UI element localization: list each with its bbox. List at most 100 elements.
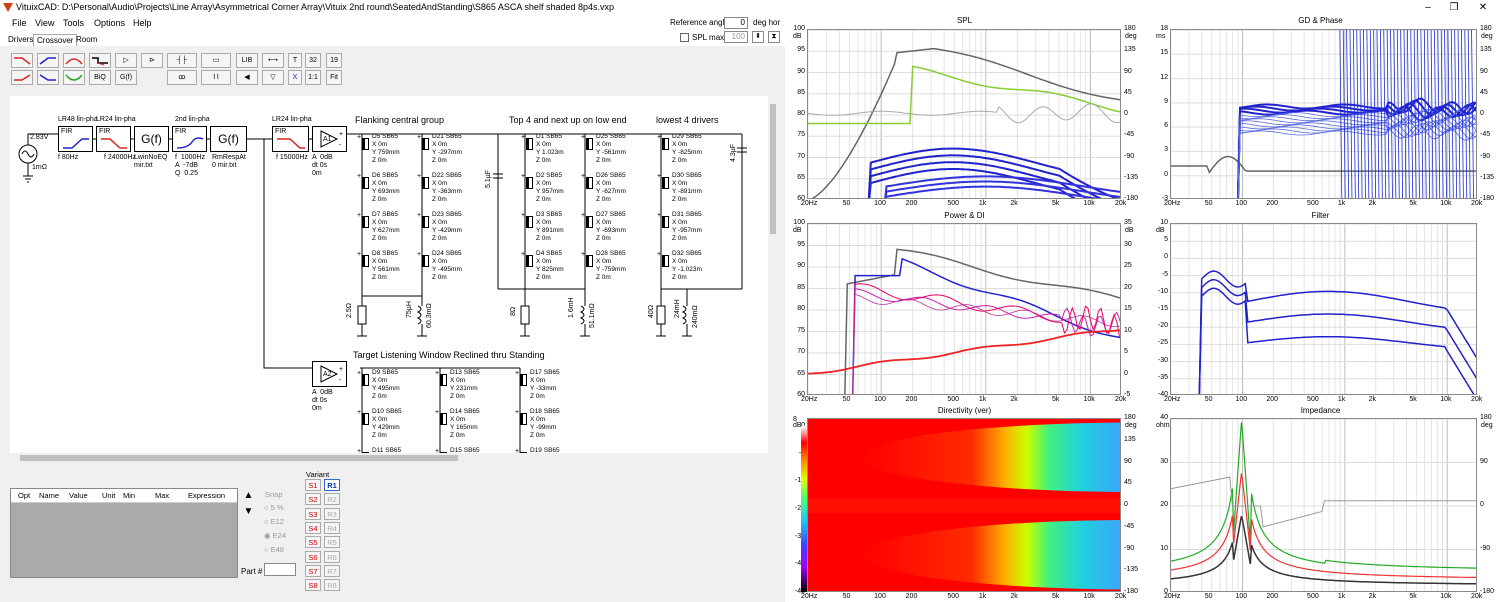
graph-plot-area[interactable] <box>1170 29 1477 199</box>
driver-speaker-icon[interactable] <box>520 413 527 425</box>
gf-block-2[interactable]: G(f) <box>210 126 247 152</box>
bandpass-green-icon[interactable] <box>63 70 85 85</box>
graph-directivity[interactable]: Directivity (ver)dBdeg0-8-16-24-32-40-48… <box>787 405 1142 602</box>
graph-plot-area[interactable] <box>807 223 1121 395</box>
part-r3[interactable]: 40Ω <box>648 304 655 318</box>
driver-label[interactable]: D21 SB65 X 0m Y -297mm Z 0m <box>432 133 462 164</box>
menu-file[interactable]: File <box>12 18 27 28</box>
part-r2[interactable]: 8Ω <box>510 306 517 316</box>
snap-option-e48[interactable]: ○ E48 <box>264 545 284 554</box>
fir-block-4[interactable]: FIR <box>272 126 309 152</box>
gf-block-1[interactable]: G(f) <box>134 126 169 152</box>
graph-plot-area[interactable] <box>1170 223 1477 395</box>
driver-speaker-icon[interactable] <box>662 255 669 267</box>
driver-label[interactable]: D22 SB65 X 0m Y -363mm Z 0m <box>432 172 462 203</box>
driver-label[interactable]: D9 SB65 X 0m Y 495mm Z 0m <box>372 369 400 400</box>
driver-speaker-icon[interactable] <box>586 177 593 189</box>
tab-drivers[interactable]: Drivers <box>8 35 34 44</box>
notch-icon[interactable] <box>89 53 111 68</box>
wire-icon[interactable]: ⟷ <box>262 53 284 68</box>
driver-label[interactable]: D30 SB65 X 0m Y -891mm Z 0m <box>672 172 702 203</box>
driver-label[interactable]: D5 SB65 X 0m Y 759mm Z 0m <box>372 133 400 164</box>
variant-s8-button[interactable]: S8 <box>305 579 321 592</box>
driver-speaker-icon[interactable] <box>586 216 593 228</box>
driver-label[interactable]: D11 SB65 <box>372 447 402 453</box>
menu-tools[interactable]: Tools <box>63 18 85 28</box>
variant-s6-button[interactable]: S6 <box>305 550 321 563</box>
variant-r1-button[interactable]: R1 <box>324 479 340 491</box>
amplifier-a1[interactable]: A1 + - <box>312 126 347 152</box>
restore-icon[interactable]: ❐ <box>1449 2 1459 13</box>
move-up-icon[interactable]: ▲ <box>243 490 254 501</box>
driver-label[interactable]: D17 SB65 X 0m Y -33mm Z 0m <box>530 369 560 400</box>
delete-button[interactable]: X <box>288 70 302 85</box>
spl-max-lock-icon[interactable]: ⧗ <box>768 31 780 43</box>
driver-speaker-icon[interactable] <box>362 216 369 228</box>
driver-speaker-icon[interactable] <box>662 138 669 150</box>
part-l1-r[interactable]: 60.3mΩ <box>426 303 433 328</box>
bandpass-red-icon[interactable] <box>63 53 85 68</box>
driver-label[interactable]: D1 SB65 X 0m Y 1.023m Z 0m <box>536 133 564 164</box>
column-header-name[interactable]: Name <box>39 491 60 500</box>
spl-max-spin-icon[interactable]: ⬍ <box>752 31 764 43</box>
driver-label[interactable]: D27 SB65 X 0m Y -693mm Z 0m <box>596 211 626 242</box>
driver-label[interactable]: D8 SB65 X 0m Y 561mm Z 0m <box>372 250 400 281</box>
driver-label[interactable]: D14 SB65 X 0m Y 165mm Z 0m <box>450 408 480 439</box>
driver-speaker-icon[interactable] <box>520 374 527 386</box>
driver-label[interactable]: D2 SB65 X 0m Y 957mm Z 0m <box>536 172 564 203</box>
driver-speaker-icon[interactable] <box>526 177 533 189</box>
variant-s1-button[interactable]: S1 <box>305 479 321 491</box>
driver-speaker-icon[interactable] <box>362 374 369 386</box>
driver-speaker-icon[interactable] <box>440 452 447 453</box>
driver-speaker-icon[interactable] <box>526 255 533 267</box>
driver-speaker-icon[interactable] <box>662 216 669 228</box>
driver-label[interactable]: D19 SB65 <box>530 447 560 453</box>
driver-label[interactable]: D23 SB65 X 0m Y -429mm Z 0m <box>432 211 462 242</box>
variant-s3-button[interactable]: S3 <box>305 507 321 520</box>
grid-32-button[interactable]: 32 <box>305 53 321 68</box>
schematic-vertical-scrollbar[interactable] <box>768 96 778 453</box>
driver-speaker-icon[interactable] <box>422 177 429 189</box>
variant-r4-button[interactable]: R4 <box>324 521 340 534</box>
driver-speaker-icon[interactable] <box>422 255 429 267</box>
biquad-button[interactable]: BiQ <box>89 70 111 85</box>
column-header-value[interactable]: Value <box>69 491 88 500</box>
driver-label[interactable]: D18 SB65 X 0m Y -99mm Z 0m <box>530 408 560 439</box>
highpass-blue-2-icon[interactable] <box>37 70 59 85</box>
zoom-1to1-button[interactable]: 1:1 <box>305 70 321 85</box>
driver-label[interactable]: D13 SB65 X 0m Y 231mm Z 0m <box>450 369 480 400</box>
driver-speaker-icon[interactable] <box>362 177 369 189</box>
driver-speaker-icon[interactable] <box>422 216 429 228</box>
part-l1[interactable]: 75µH <box>406 301 413 318</box>
close-icon[interactable]: ✕ <box>1478 2 1488 13</box>
column-header-min[interactable]: Min <box>123 491 136 500</box>
variant-s4-button[interactable]: S4 <box>305 521 321 534</box>
part-r1[interactable]: 2.5Ω <box>346 303 353 318</box>
graph-spl[interactable]: SPL dB deg 100 95 90 85 80 75 70 65 60 180 135 90 45 0 -4… <box>787 15 1142 210</box>
driver-label[interactable]: D15 SB65 <box>450 447 480 453</box>
driver-label[interactable]: D10 SB65 X 0m Y 429mm Z 0m <box>372 408 402 439</box>
driver-label[interactable]: D32 SB65 X 0m Y -1.023m Z 0m <box>672 250 702 281</box>
library-button[interactable]: LIB <box>236 53 258 68</box>
highpass-blue-icon[interactable] <box>37 53 59 68</box>
driver-speaker-icon[interactable] <box>662 177 669 189</box>
zoom-fit-button[interactable]: Fit <box>326 70 342 85</box>
driver-label[interactable]: D31 SB65 X 0m Y -957mm Z 0m <box>672 211 702 242</box>
graph-plot-area[interactable] <box>807 418 1121 592</box>
part-c2[interactable]: 4.3µF <box>730 143 737 162</box>
graph-plot-area[interactable] <box>1170 418 1477 592</box>
transformer-icon[interactable]: ⌇⌇ <box>201 70 231 85</box>
menu-view[interactable]: View <box>35 18 55 28</box>
variant-r2-button[interactable]: R2 <box>324 493 340 506</box>
snap-option-e12[interactable]: ○ E12 <box>264 517 284 526</box>
optimizer-table[interactable]: Opt Name Value Unit Min Max Expression <box>10 488 238 578</box>
driver-speaker-icon[interactable] <box>586 138 593 150</box>
minimize-icon[interactable]: – <box>1425 2 1431 13</box>
inductor-icon[interactable]: ꝏ <box>167 70 197 85</box>
driver-speaker-icon[interactable] <box>362 138 369 150</box>
driver-speaker-icon[interactable] <box>526 138 533 150</box>
column-header-unit[interactable]: Unit <box>102 491 116 500</box>
amplifier-a2[interactable]: A2 + - <box>312 361 347 387</box>
menu-options[interactable]: Options <box>94 18 126 28</box>
variant-r7-button[interactable]: R7 <box>324 564 340 577</box>
